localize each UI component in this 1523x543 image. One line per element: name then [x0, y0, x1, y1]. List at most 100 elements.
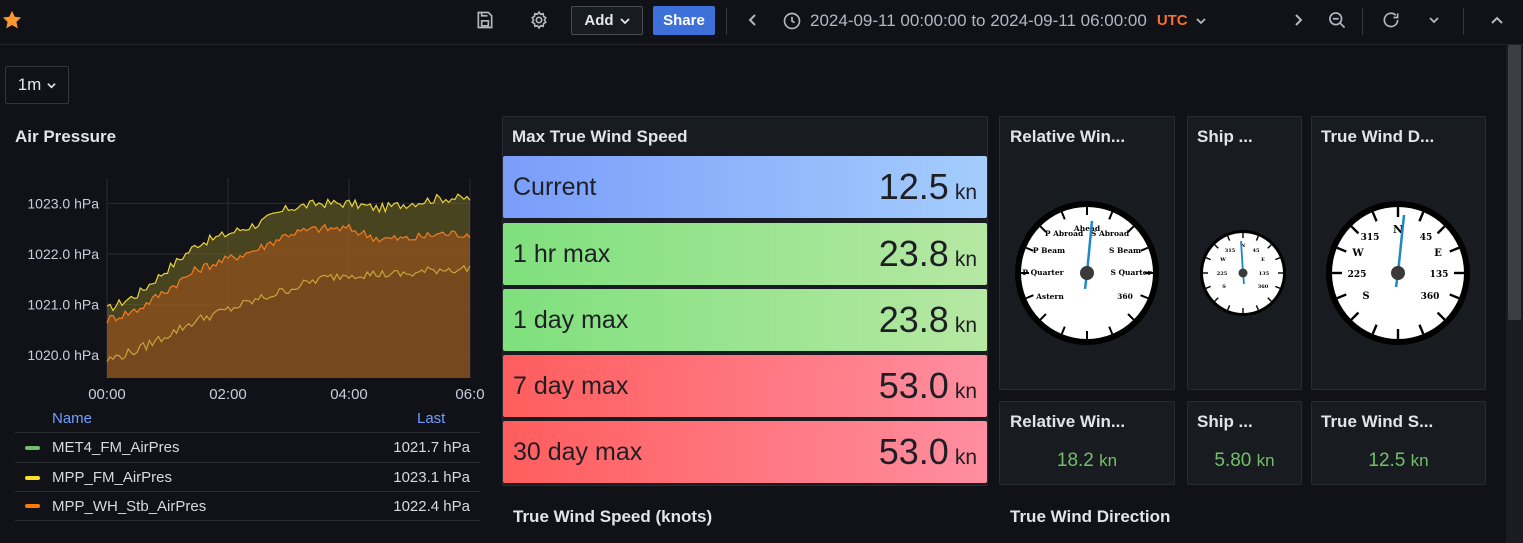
legend-header-last[interactable]: Last [417, 410, 446, 427]
wind-speed-row-label: 1 hr max [513, 239, 611, 268]
gauge-tick [1227, 235, 1231, 241]
ship-heading-gauge: N 315 45 W E 225 135 S 360 [1200, 230, 1286, 316]
true-wind-direction-chart-title[interactable]: True Wind Direction [1010, 507, 1171, 526]
gauge-label: 135 [1259, 271, 1270, 277]
gauge-tick [1039, 313, 1047, 321]
gauge-label: 360 [1117, 292, 1133, 301]
gauge-label: S Beam [1109, 246, 1141, 255]
y-tick-label: 1022.0 hPa [27, 246, 99, 262]
gauge-label: 45 [1253, 248, 1260, 254]
series-line [106, 223, 471, 324]
gauge-tick [1060, 211, 1066, 220]
series-line [106, 264, 471, 362]
save-icon[interactable] [474, 9, 496, 31]
ship-gauge-title[interactable]: Ship ... [1197, 127, 1253, 146]
share-button[interactable]: Share [653, 6, 715, 35]
toolbar-divider [1463, 8, 1464, 35]
gauge-tick [1418, 324, 1425, 335]
interval-variable-select[interactable]: 1m [5, 66, 69, 104]
wind-speed-row-label: 1 day max [513, 305, 629, 334]
x-tick-label: 06:0 [455, 386, 484, 403]
chevron-down-icon [1196, 17, 1206, 24]
scrollbar-thumb[interactable] [1508, 45, 1521, 320]
gauge-tick [1449, 293, 1460, 300]
time-back-chevron-left-icon[interactable] [742, 9, 764, 31]
wind-speed-row-7day: 7 day max 53.0 kn [503, 355, 987, 417]
true-wind-direction-gauge: N 315 45 W E 225 135 S 360 [1326, 201, 1470, 345]
gauge-label: E [1434, 248, 1442, 259]
true-wind-speed-chart-title[interactable]: True Wind Speed (knots) [513, 507, 713, 526]
gauge-tick [1140, 294, 1149, 300]
gauge-label: 315 [1225, 248, 1236, 254]
true-wind-direction-gauge-title[interactable]: True Wind D... [1321, 127, 1435, 146]
gauge-label: S [1362, 291, 1369, 302]
ship-speed-panel [1187, 401, 1302, 485]
legend-row[interactable]: MPP_WH_Stb_AirPres 1022.4 hPa [15, 491, 480, 521]
max-wind-speed-title[interactable]: Max True Wind Speed [512, 127, 688, 146]
refresh-interval-chevron-down-icon[interactable] [1423, 9, 1445, 31]
wind-speed-unit: kn [954, 248, 977, 271]
interval-value: 1m [17, 75, 42, 94]
gauge-tick [1127, 313, 1135, 321]
air-pressure-chart[interactable]: 1023.0 hPa 1022.0 hPa 1021.0 hPa 1020.0 hPa… [15, 160, 485, 410]
gauge-tick [1336, 293, 1347, 300]
star-icon[interactable] [1, 9, 23, 31]
gauge-tick [1039, 225, 1047, 233]
wind-speed-unit: kn [954, 446, 977, 469]
time-range-picker[interactable]: 2024-09-11 00:00:00 to 2024-09-11 06:00:… [782, 6, 1206, 35]
gauge-tick [1108, 211, 1114, 220]
legend-row[interactable]: MET4_FM_AirPres 1021.7 hPa [15, 432, 480, 462]
gauge-tick [1449, 246, 1460, 253]
relative-wind-speed-panel [999, 401, 1175, 485]
gauge-tick [1060, 326, 1066, 335]
legend-series-name: MPP_WH_Stb_AirPres [52, 497, 207, 515]
legend-header-name[interactable]: Name [52, 410, 93, 427]
gauge-tick [1140, 246, 1149, 252]
wind-speed-unit: kn [954, 314, 977, 337]
zoom-out-icon[interactable] [1326, 9, 1348, 31]
wind-speed-row-label: Current [513, 172, 597, 201]
gauge-label: S [1222, 284, 1226, 290]
gauge-label: Astern [1035, 292, 1064, 301]
y-tick-label: 1021.0 hPa [27, 297, 99, 313]
collapse-chevron-up-icon[interactable] [1486, 9, 1508, 31]
refresh-icon[interactable] [1380, 9, 1402, 31]
gauge-tick [1371, 324, 1378, 335]
gauge-label: W [1219, 257, 1226, 263]
gauge-label: S Quarter [1110, 268, 1152, 277]
ship-speed-title[interactable]: Ship ... [1197, 412, 1253, 431]
gauge-tick [1350, 225, 1360, 235]
gauge-tick [1255, 235, 1259, 241]
gauge-tick [1108, 326, 1114, 335]
chevron-down-icon [47, 82, 56, 88]
gauge-tick [1205, 257, 1211, 261]
time-range-text: 2024-09-11 00:00:00 to 2024-09-11 06:00:… [810, 10, 1147, 30]
gauge-label: 315 [1361, 233, 1380, 243]
stat-unit: kn [1410, 451, 1429, 470]
legend-row[interactable]: MPP_FM_AirPres 1023.1 hPa [15, 462, 480, 492]
gauge-label: 45 [1420, 233, 1433, 243]
add-button-label: Add [584, 12, 614, 29]
legend-series-name: MET4_FM_AirPres [52, 439, 180, 456]
legend-color-swatch [25, 504, 40, 508]
add-button[interactable]: Add [571, 6, 643, 35]
relative-wind-speed-title[interactable]: Relative Win... [1010, 412, 1126, 431]
wind-speed-row-value: 23.8 [878, 233, 949, 274]
air-pressure-title[interactable]: Air Pressure [15, 127, 117, 146]
clock-icon [783, 12, 801, 29]
gauge-tick [1227, 305, 1231, 311]
time-forward-chevron-right-icon[interactable] [1287, 9, 1309, 31]
wind-speed-row-1hr: 1 hr max 23.8 kn [503, 223, 987, 285]
relative-wind-gauge-title[interactable]: Relative Win... [1010, 127, 1126, 146]
stat-unit: kn [1256, 451, 1275, 470]
true-wind-speed-title[interactable]: True Wind S... [1321, 412, 1434, 431]
gauge-tick [1255, 305, 1259, 311]
stat-value: 5.80 [1214, 450, 1252, 471]
wind-speed-unit: kn [954, 181, 977, 204]
gauge-tick [1371, 211, 1378, 222]
gauge-label: P Beam [1033, 246, 1065, 255]
gauge-label: 135 [1430, 270, 1449, 280]
settings-gear-icon[interactable] [528, 9, 550, 31]
gauge-tick [1025, 294, 1034, 300]
gauge-label: Ahead [1073, 224, 1101, 233]
